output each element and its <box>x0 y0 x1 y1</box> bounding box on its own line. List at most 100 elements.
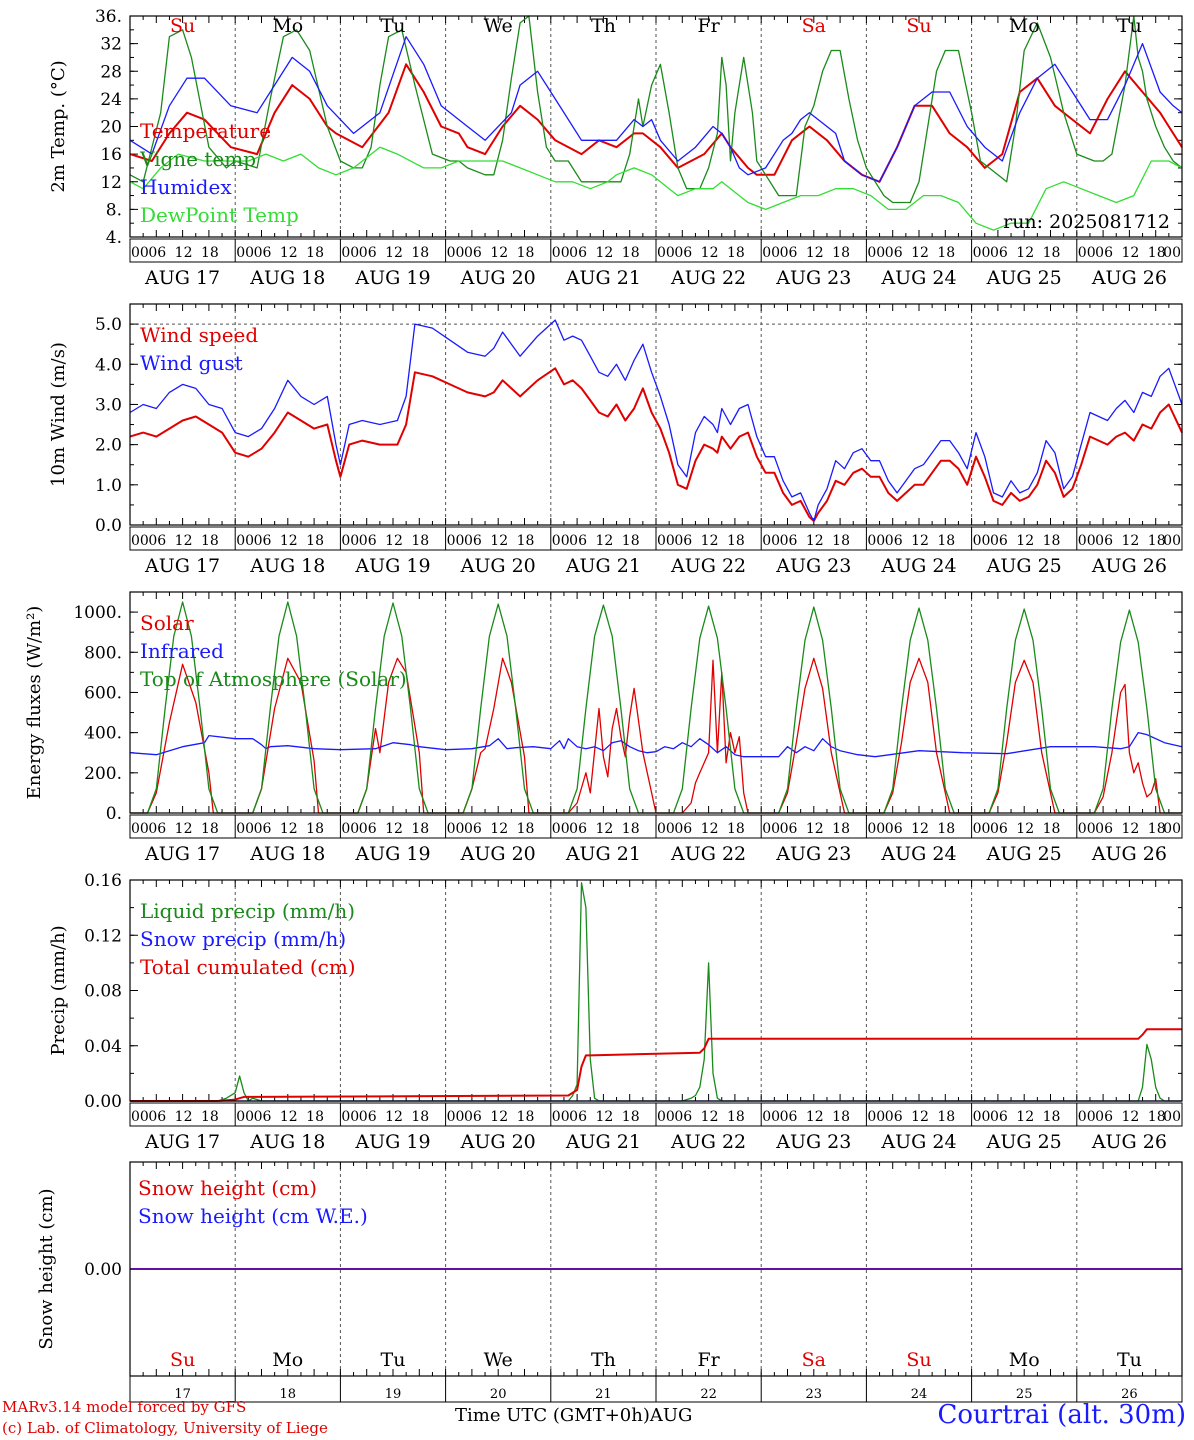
hour-tick-label: 06 <box>1095 821 1113 837</box>
hour-tick-label: 12 <box>595 1109 613 1125</box>
hour-tick-label: 00 <box>1163 821 1181 837</box>
hour-tick-label: 12 <box>1016 533 1034 549</box>
hour-tick-label: 06 <box>569 821 587 837</box>
hour-tick-label: 12 <box>280 821 298 837</box>
day-abbr-bottom: Mo <box>272 1349 303 1371</box>
hour-tick-label: 00 <box>657 245 675 261</box>
series-line-temperature <box>129 63 1183 183</box>
day-abbr-top: Th <box>591 15 616 37</box>
legend-entry: Solar <box>140 611 194 635</box>
hour-tick-label: 12 <box>385 1109 403 1125</box>
date-label: AUG 17 <box>144 267 220 289</box>
hour-tick-label: 06 <box>780 533 798 549</box>
hour-tick-label: 12 <box>280 1109 298 1125</box>
y-axis-label: Energy fluxes (W/m²) <box>24 606 45 800</box>
series-line-dewpoint-temp <box>129 146 1183 231</box>
hour-tick-label: 00 <box>657 1109 675 1125</box>
legend-entry: Wind speed <box>140 323 258 347</box>
hour-tick-label: 06 <box>464 821 482 837</box>
date-label: AUG 25 <box>986 267 1062 289</box>
hour-tick-label: 00 <box>236 533 254 549</box>
y-tick-label: 800. <box>84 643 122 663</box>
hour-tick-label: 18 <box>622 821 640 837</box>
hour-tick-label: 12 <box>1016 245 1034 261</box>
hour-tick-label: 18 <box>832 821 850 837</box>
hour-tick-label: 18 <box>517 245 535 261</box>
day-abbr-top: Fr <box>697 15 720 37</box>
hour-tick-label: 12 <box>806 1109 824 1125</box>
hour-tick-label: 06 <box>254 821 272 837</box>
y-tick-label: 0. <box>106 804 122 824</box>
day-abbr-bottom: Fr <box>697 1349 720 1371</box>
day-abbr-bottom: Su <box>170 1349 195 1371</box>
date-label: AUG 26 <box>1091 555 1167 577</box>
date-label: AUG 21 <box>565 555 641 577</box>
hour-tick-label: 06 <box>780 821 798 837</box>
y-axis-label: Snow height (cm) <box>36 1188 57 1349</box>
y-axis-label: 10m Wind (m/s) <box>48 342 69 487</box>
hour-tick-label: 18 <box>1043 821 1061 837</box>
station-name: Courtrai (alt. 30m) <box>937 1400 1187 1430</box>
hour-tick-label: 18 <box>201 533 219 549</box>
y-tick-label: 4. <box>106 228 122 248</box>
hour-tick-label: 06 <box>674 821 692 837</box>
hour-tick-label: 06 <box>1095 533 1113 549</box>
hour-tick-label: 12 <box>490 1109 508 1125</box>
hour-tick-label: 12 <box>806 821 824 837</box>
hour-tick-label: 00 <box>552 1109 570 1125</box>
hour-tick-label: 00 <box>447 245 465 261</box>
hour-tick-label: 00 <box>131 1109 149 1125</box>
plot-frame <box>129 303 1183 526</box>
series-line-wind-gust <box>129 319 1183 522</box>
hour-tick-label: 12 <box>701 533 719 549</box>
date-label: AUG 22 <box>670 843 746 865</box>
hour-tick-label: 18 <box>937 533 955 549</box>
date-label: AUG 19 <box>354 843 430 865</box>
legend-entry: Infrared <box>140 639 224 663</box>
hour-tick-label: 06 <box>359 533 377 549</box>
hour-tick-label: 00 <box>762 1109 780 1125</box>
hour-tick-label: 00 <box>236 1109 254 1125</box>
hour-tick-label: 06 <box>885 245 903 261</box>
hour-tick-label: 18 <box>411 821 429 837</box>
date-label: AUG 18 <box>249 555 325 577</box>
date-label: AUG 25 <box>986 1131 1062 1153</box>
hour-tick-label: 00 <box>973 821 991 837</box>
y-tick-label: 36. <box>95 7 122 27</box>
date-label: AUG 24 <box>880 843 956 865</box>
y-tick-label: 24 <box>100 90 122 110</box>
date-label: AUG 23 <box>775 1131 851 1153</box>
hour-tick-label: 00 <box>341 245 359 261</box>
hour-tick-label: 06 <box>885 533 903 549</box>
y-tick-label: 32 <box>100 35 122 55</box>
legend-entry: Total cumulated (cm) <box>140 955 356 979</box>
date-label: AUG 24 <box>880 267 956 289</box>
legend-entry: Snow precip (mm/h) <box>140 927 346 951</box>
date-label: AUG 23 <box>775 843 851 865</box>
hour-tick-label: 12 <box>175 1109 193 1125</box>
hour-tick-label: 12 <box>911 245 929 261</box>
hour-tick-label: 00 <box>867 821 885 837</box>
y-axis-label: 2m Temp. (°C) <box>48 60 69 192</box>
hour-tick-label: 00 <box>131 821 149 837</box>
hour-tick-label: 12 <box>595 245 613 261</box>
hour-tick-label: 06 <box>254 533 272 549</box>
hour-tick-label: 00 <box>1078 1109 1096 1125</box>
panel-4: 0.00 0.04 0.08 0.12 0.16 Precip (mm/h) Liquid … <box>48 871 1183 1153</box>
panel-3: 0. 200. 400. 600. 800. 1000. Energy fluxes (W/… <box>24 591 1183 865</box>
date-label: AUG 17 <box>144 843 220 865</box>
hour-tick-label: 00 <box>552 533 570 549</box>
credit-line-2: (c) Lab. of Climatology, University of L… <box>2 1419 328 1437</box>
hour-tick-label: 18 <box>622 245 640 261</box>
hour-tick-label: 12 <box>701 245 719 261</box>
hour-tick-label: 12 <box>280 245 298 261</box>
hour-tick-label: 12 <box>911 821 929 837</box>
hour-tick-label: 12 <box>1121 245 1139 261</box>
day-number-label: 23 <box>806 1387 823 1402</box>
hour-tick-label: 00 <box>657 821 675 837</box>
hour-tick-label: 18 <box>832 533 850 549</box>
day-abbr-top: Mo <box>272 15 303 37</box>
hour-tick-label: 12 <box>1016 1109 1034 1125</box>
hour-tick-label: 18 <box>832 245 850 261</box>
